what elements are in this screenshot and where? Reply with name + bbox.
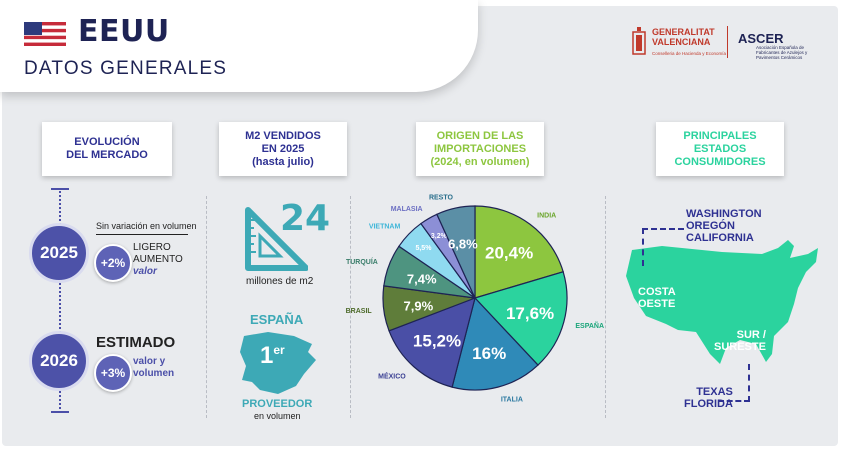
pie-slice-resto: [436, 205, 476, 299]
pie-value-label: 17,6%: [506, 304, 554, 323]
logo-separator: [727, 26, 728, 58]
generalitat-logo-icon: [632, 27, 646, 55]
card-origen-importaciones: ORIGEN DE LAS IMPORTACIONES (2024, en volu…: [416, 122, 544, 176]
page-subtitle: DATOS GENERALES: [24, 58, 228, 79]
pie-value-label: 15,2%: [413, 332, 461, 351]
proveedor-label: PROVEEDOR: [242, 398, 313, 410]
m2-unit: millones de m2: [246, 276, 314, 287]
usa-flag-icon: [24, 22, 66, 46]
rank-first: 1er: [260, 342, 285, 369]
region-sur-sureste: SUR / SURESTE: [714, 329, 766, 353]
connector-south: [718, 364, 750, 402]
pie-country-label: BRASIL: [346, 308, 373, 315]
states-west-north: WASHINGTON OREGÓN CALIFORNIA: [686, 208, 762, 244]
generalitat-text: GENERALITAT VALENCIANA: [652, 27, 715, 47]
generalitat-subtext: Conselleria de Hacienda y Economía: [652, 51, 727, 56]
spain-map-icon: [240, 332, 316, 394]
pie-value-label: 7,4%: [407, 272, 437, 287]
header-bubble: EEUU DATOS GENERALES: [0, 0, 478, 92]
pie-country-label: MÉXICO: [378, 372, 406, 381]
year-2025-badge: 2025: [29, 223, 89, 283]
pie-value-label: 5,5%: [415, 245, 432, 252]
pie-country-label: VIETNAM: [369, 224, 401, 231]
country-title: EEUU: [78, 14, 170, 49]
pie-country-label: ESPAÑA: [575, 321, 604, 330]
text-valor-volumen: valor y volumen: [133, 356, 175, 379]
card-evolucion-mercado: EVOLUCIÓN DEL MERCADO: [42, 122, 172, 176]
pie-slice-españa: [473, 271, 568, 366]
espana-label: ESPAÑA: [250, 312, 304, 327]
region-costa-oeste: COSTA OESTE: [638, 286, 676, 310]
note-sin-variacion: Sin variación en volumen: [96, 221, 197, 231]
year-2026-badge: 2026: [29, 331, 89, 391]
usa-map-icon: [626, 240, 818, 364]
pie-country-label: MALASIA: [391, 206, 423, 213]
text-valor: valor: [133, 266, 157, 277]
column-divider: [206, 196, 207, 418]
pie-slice-italia: [451, 296, 539, 391]
ascer-subtext: Asociación Española de Fabricantes de Az…: [756, 45, 808, 60]
card-estados-consumidores: PRINCIPALES ESTADOS CONSUMIDORES: [656, 122, 784, 176]
pie-value-label: 3,2%: [431, 233, 448, 240]
ascer-logo: ASCER: [738, 31, 784, 46]
column-divider: [350, 196, 351, 418]
timeline-cap: [51, 411, 69, 413]
m2-value: 24: [280, 198, 331, 239]
pct-2025-badge: +2%: [94, 244, 132, 282]
pie-value-label: 7,9%: [404, 299, 434, 314]
pie-slice-méxico: [388, 297, 476, 388]
pie-value-label: 6,8%: [448, 236, 478, 251]
text-ligero-aumento: LIGERO AUMENTO: [133, 242, 183, 265]
column-divider: [605, 196, 606, 418]
timeline-cap: [51, 188, 69, 190]
note-underline: [96, 234, 188, 235]
pie-slice-india: [474, 205, 564, 299]
timeline-line: [59, 188, 61, 413]
text-estimado: ESTIMADO: [96, 334, 176, 351]
card-m2-vendidos: M2 VENDIDOS EN 2025 (hasta julio): [219, 122, 347, 176]
pie-country-label: RESTO: [429, 194, 454, 201]
connector-west: [642, 228, 684, 266]
en-volumen-label: en volumen: [254, 411, 301, 421]
set-square-icon: [245, 207, 308, 271]
pie-country-label: TURQUÍA: [346, 257, 378, 266]
pie-country-label: ITALIA: [501, 397, 523, 404]
pie-country-label: INDIA: [537, 213, 556, 220]
pie-value-label: 16%: [472, 344, 506, 363]
pct-2026-badge: +3%: [94, 354, 132, 392]
pie-value-label: 20,4%: [485, 243, 533, 262]
